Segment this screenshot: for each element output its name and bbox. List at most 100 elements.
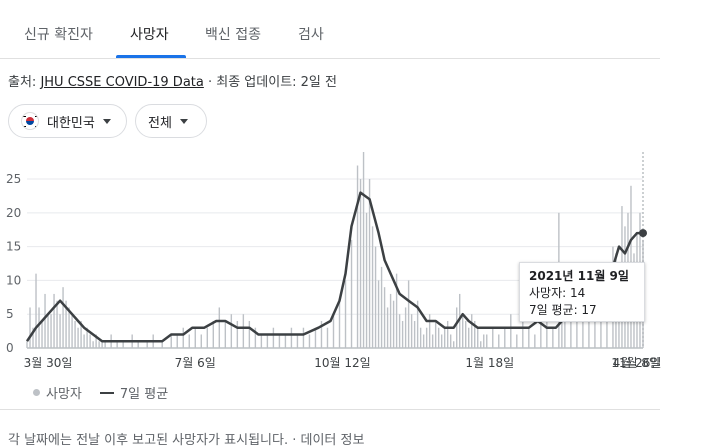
deaths-bar [338, 300, 341, 348]
deaths-bar [92, 341, 94, 348]
deaths-bar [236, 320, 239, 348]
deaths-bar [68, 307, 70, 348]
deaths-bar [365, 212, 368, 348]
scope-dropdown[interactable]: 전체 [135, 104, 207, 138]
deaths-bar [47, 314, 49, 348]
deaths-bar [416, 300, 419, 348]
deaths-bar [35, 273, 37, 348]
deaths-bar [564, 314, 566, 348]
deaths-bar [254, 327, 257, 348]
deaths-bar [480, 341, 482, 348]
deaths-bar [95, 334, 97, 348]
x-tick-label: 7월 6일 [175, 356, 216, 370]
deaths-bar [314, 327, 317, 348]
y-tick-label: 10 [6, 273, 21, 287]
deaths-bar [449, 334, 452, 348]
deaths-bar [101, 341, 103, 348]
chevron-down-icon [102, 118, 111, 124]
deaths-bar [446, 320, 449, 348]
region-dropdown[interactable]: 대한민국 [8, 104, 127, 138]
divider [0, 409, 660, 410]
deaths-bar [440, 334, 443, 348]
deaths-bar [389, 293, 392, 348]
deaths-bar [188, 334, 190, 348]
deaths-bar [53, 293, 55, 348]
deaths-bar [206, 327, 208, 348]
deaths-bar [425, 327, 428, 348]
deaths-bar [404, 307, 407, 348]
deaths-legend-dot-icon [33, 389, 40, 396]
deaths-bar [606, 307, 608, 348]
source-link[interactable]: JHU CSSE COVID-19 Data [40, 75, 204, 90]
deaths-bar [284, 334, 287, 348]
deaths-bar [362, 152, 365, 348]
deaths-bar [377, 280, 380, 348]
deaths-bar [122, 341, 124, 348]
deaths-bar [468, 327, 470, 348]
deaths-bar [50, 314, 52, 348]
deaths-bar [62, 287, 64, 348]
chevron-down-icon [179, 118, 188, 124]
tab-tests[interactable]: 검사 [298, 27, 324, 43]
deaths-bar [492, 327, 494, 348]
tab-new-cases[interactable]: 신규 확진자 [24, 27, 93, 43]
deaths-bar [534, 334, 536, 348]
deaths-bar [462, 314, 464, 348]
x-tick-label: 1월 18일 [465, 356, 514, 370]
deaths-bar [332, 314, 335, 348]
deaths-bar [260, 334, 263, 348]
deaths-bar [104, 341, 106, 348]
deaths-bar [552, 327, 554, 348]
deaths-bar [320, 320, 323, 348]
y-tick-label: 15 [6, 240, 21, 254]
deaths-bar [302, 327, 305, 348]
footer-note: 각 날짜에는 전날 이후 보고된 사망자가 표시됩니다. · 데이터 정보 [8, 429, 364, 448]
deaths-bar [230, 314, 233, 348]
deaths-bar [546, 320, 548, 348]
deaths-bar [510, 314, 512, 348]
tooltip-date: 2021년 11월 9일 [529, 269, 629, 283]
deaths-bar [471, 314, 473, 348]
deaths-bar [26, 341, 28, 348]
deaths-bar [137, 341, 139, 348]
deaths-bar [116, 341, 118, 348]
deaths-bar [465, 320, 467, 348]
tab-vaccinations[interactable]: 백신 접종 [205, 27, 261, 43]
deaths-bar [170, 334, 172, 348]
last-updated: · 최종 업데이트: 2일 전 [203, 75, 337, 90]
deaths-bar [455, 307, 458, 348]
average-legend-line-icon [99, 391, 114, 394]
hover-point [639, 229, 647, 238]
deaths-bar [582, 314, 584, 348]
tab-deaths[interactable]: 사망자 [130, 27, 169, 43]
deaths-bar [380, 266, 383, 348]
deaths-bar [29, 307, 31, 348]
deaths-bar [194, 327, 196, 348]
korea-flag-icon [21, 112, 39, 130]
deaths-bar [419, 327, 422, 348]
deaths-bar [413, 320, 416, 348]
deaths-bar [212, 320, 215, 348]
deaths-bar [386, 307, 389, 348]
deaths-bar [290, 327, 293, 348]
deaths-bar [431, 334, 434, 348]
legend-average: 7일 평균 [119, 387, 169, 402]
deaths-bar [182, 327, 184, 348]
scope-label: 전체 [148, 115, 172, 131]
data-info-link[interactable]: 데이터 정보 [300, 433, 365, 448]
deaths-bar [477, 327, 479, 348]
deaths-bar [474, 320, 476, 348]
deaths-bar [44, 293, 46, 348]
deaths-bar [434, 320, 437, 348]
deaths-chart[interactable]: 0 5 10 15 20 25 3월 30일 7월 6일 10월 12일 1월 18일 4월 26… [0, 145, 703, 375]
deaths-bar [248, 320, 251, 348]
deaths-bar [371, 226, 374, 348]
deaths-bar [540, 314, 542, 348]
chart-tooltip: 2021년 11월 9일 사망자: 14 7일 평균: 17 [519, 262, 645, 322]
deaths-bar [38, 307, 40, 348]
region-label: 대한민국 [47, 115, 95, 131]
deaths-bar [498, 334, 500, 348]
deaths-bar [326, 327, 329, 348]
source-line: 출처: JHU CSSE COVID-19 Data · 최종 업데이트: 2일… [8, 71, 337, 90]
